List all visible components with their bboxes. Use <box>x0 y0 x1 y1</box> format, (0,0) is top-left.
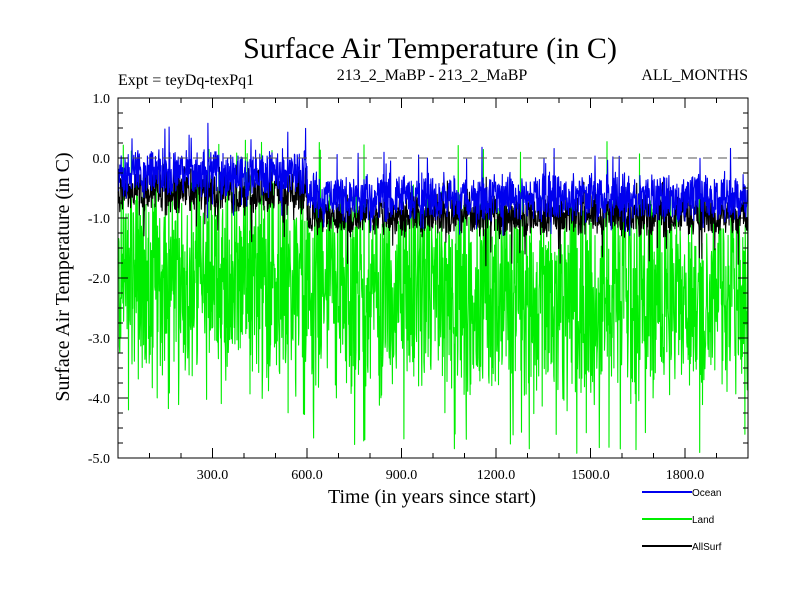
y-tick-label: -2.0 <box>88 272 110 287</box>
chart-title: Surface Air Temperature (in C) <box>243 32 617 65</box>
legend-label-allsurf: AllSurf <box>692 542 722 553</box>
series-line-ocean <box>117 122 749 237</box>
y-tick-label: -4.0 <box>88 392 110 407</box>
legend-label-land: Land <box>692 515 714 526</box>
y-tick-label: -5.0 <box>88 452 110 467</box>
x-tick-label: 300.0 <box>197 468 229 483</box>
x-tick-label: 1500.0 <box>571 468 610 483</box>
legend-label-ocean: Ocean <box>692 488 721 499</box>
x-tick-label: 1200.0 <box>477 468 516 483</box>
x-tick-label: 900.0 <box>386 468 418 483</box>
series-line-land <box>117 139 749 454</box>
y-tick-label: 1.0 <box>93 92 111 107</box>
legend: Ocean Land AllSurf <box>642 488 722 553</box>
experiment-label: Expt = teyDq-texPq1 <box>118 72 254 89</box>
series-layer <box>117 122 749 454</box>
y-tick-label: 0.0 <box>93 152 111 167</box>
y-tick-label: -3.0 <box>88 332 110 347</box>
period-label: 213_2_MaBP - 213_2_MaBP <box>337 67 528 84</box>
x-axis-ticks: 300.0 600.0 900.0 1200.0 1500.0 1800.0 <box>149 98 717 483</box>
months-label: ALL_MONTHS <box>641 67 748 84</box>
y-tick-label: -1.0 <box>88 212 110 227</box>
x-axis-label: Time (in years since start) <box>328 486 536 508</box>
x-tick-label: 600.0 <box>291 468 323 483</box>
x-tick-label: 1800.0 <box>666 468 705 483</box>
y-axis-ticks: 1.0 0.0 -1.0 -2.0 -3.0 -4.0 -5.0 <box>88 92 748 467</box>
y-axis-label: Surface Air Temperature (in C) <box>52 152 74 401</box>
